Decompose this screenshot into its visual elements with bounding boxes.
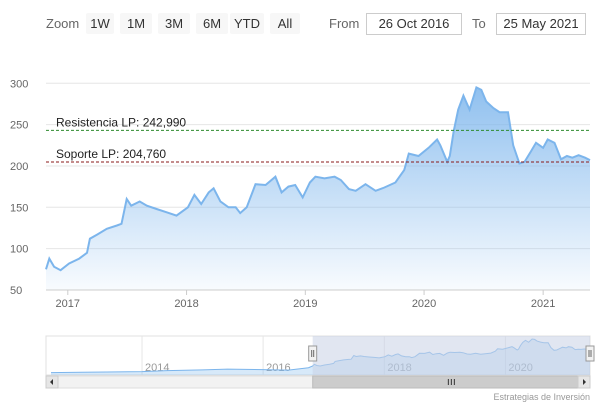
range-selector-toolbar: Zoom 1W 1M 3M 6M YTD All From 26 Oct 201… [0, 0, 614, 44]
support-label: Soporte LP: 204,760 [56, 147, 166, 161]
from-date-input[interactable]: 26 Oct 2016 [366, 13, 462, 35]
handle-body [585, 345, 595, 362]
resistance-label: Resistencia LP: 242,990 [56, 115, 186, 129]
zoom-all-button[interactable]: All [270, 13, 300, 34]
navigator-right-handle[interactable] [585, 345, 595, 362]
x-tick-label: 2018 [174, 298, 198, 310]
y-tick-label: 100 [10, 244, 28, 256]
x-tick-label: 2019 [293, 298, 317, 310]
zoom-ytd-button[interactable]: YTD [230, 13, 264, 34]
zoom-1w-button[interactable]: 1W [86, 13, 114, 34]
navigator-tick-label: 2016 [266, 362, 290, 374]
x-tick-label: 2021 [531, 298, 555, 310]
series-area [46, 87, 590, 291]
zoom-6m-button[interactable]: 6M [196, 13, 228, 34]
x-tick-label: 2017 [56, 298, 80, 310]
navigator-left-handle[interactable] [308, 345, 318, 362]
to-date-input[interactable]: 25 May 2021 [496, 13, 586, 35]
arrow-right-icon [583, 379, 586, 385]
y-tick-label: 150 [10, 202, 28, 214]
y-tick-label: 250 [10, 120, 28, 132]
to-label: To [472, 16, 486, 31]
handle-body [308, 345, 318, 362]
scroll-right-button[interactable] [577, 375, 591, 389]
scrollbar [45, 375, 591, 389]
series-line [45, 85, 591, 272]
x-tick-label: 2020 [412, 298, 436, 310]
scroll-left-button[interactable] [45, 375, 59, 389]
y-tick-label: 50 [10, 285, 22, 297]
navigator-selection [312, 336, 590, 375]
y-tick-label: 300 [10, 78, 28, 90]
zoom-3m-button[interactable]: 3M [158, 13, 190, 34]
from-label: From [329, 16, 360, 31]
arrow-left-icon [50, 379, 53, 385]
zoom-1m-button[interactable]: 1M [120, 13, 152, 34]
y-tick-label: 200 [10, 161, 28, 173]
credit-text: Estrategias de Inversión [493, 392, 590, 402]
zoom-label: Zoom [46, 16, 80, 31]
